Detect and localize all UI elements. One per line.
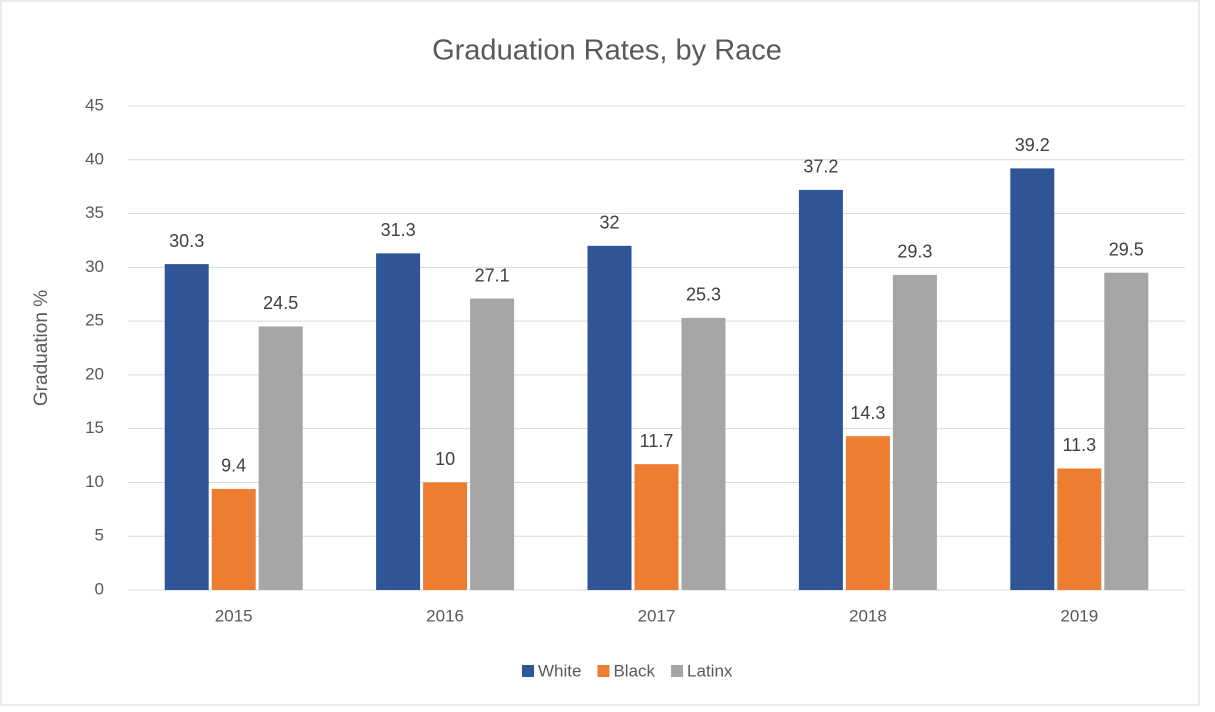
x-tick-label: 2016	[426, 606, 464, 625]
legend-swatch	[671, 665, 684, 677]
bar	[1057, 468, 1102, 590]
data-label: 32	[599, 213, 619, 233]
bar	[1010, 168, 1055, 591]
data-label: 25.3	[686, 285, 721, 305]
x-tick-label: 2018	[849, 606, 887, 625]
x-tick-label: 2017	[638, 606, 676, 625]
x-tick-label: 2015	[215, 606, 253, 625]
data-label: 39.2	[1015, 135, 1050, 155]
bar	[1104, 272, 1149, 590]
data-label: 29.5	[1109, 239, 1144, 259]
data-label: 27.1	[475, 265, 510, 285]
bar	[423, 482, 468, 590]
data-label: 24.5	[263, 293, 298, 313]
y-tick-label: 40	[85, 149, 104, 168]
bar	[634, 464, 679, 590]
y-tick-label: 5	[95, 526, 104, 545]
data-label: 11.7	[640, 431, 674, 451]
legend-label: White	[538, 661, 581, 680]
bar	[258, 326, 303, 590]
y-tick-label: 45	[85, 95, 104, 114]
y-axis-label: Graduation %	[31, 290, 52, 406]
y-tick-label: 25	[85, 311, 104, 330]
data-label: 9.4	[221, 456, 246, 476]
data-label: 11.3	[1062, 435, 1096, 455]
legend-swatch	[597, 665, 610, 677]
y-tick-label: 10	[85, 472, 104, 491]
y-tick-label: 20	[85, 364, 104, 383]
y-tick-label: 15	[85, 418, 104, 437]
bar	[164, 264, 209, 590]
bar	[211, 488, 256, 590]
legend-label: Latinx	[687, 661, 733, 680]
bar	[470, 298, 515, 590]
x-tick-label: 2019	[1060, 606, 1098, 625]
bar	[681, 317, 726, 590]
bar	[798, 189, 843, 591]
bar	[587, 245, 632, 591]
bar	[892, 274, 937, 590]
data-label: 30.3	[169, 231, 204, 251]
legend-label: Black	[613, 661, 655, 680]
chart-title: Graduation Rates, by Race	[432, 35, 782, 67]
data-label: 14.3	[850, 403, 885, 423]
y-tick-label: 30	[85, 257, 104, 276]
data-label: 10	[435, 449, 455, 469]
data-label: 31.3	[381, 220, 416, 240]
bar	[845, 436, 890, 590]
y-tick-label: 0	[95, 579, 104, 598]
data-label: 29.3	[897, 242, 932, 262]
y-tick-label: 35	[85, 203, 104, 222]
bar	[376, 253, 421, 590]
legend-swatch	[522, 665, 534, 677]
data-label: 37.2	[803, 157, 838, 177]
